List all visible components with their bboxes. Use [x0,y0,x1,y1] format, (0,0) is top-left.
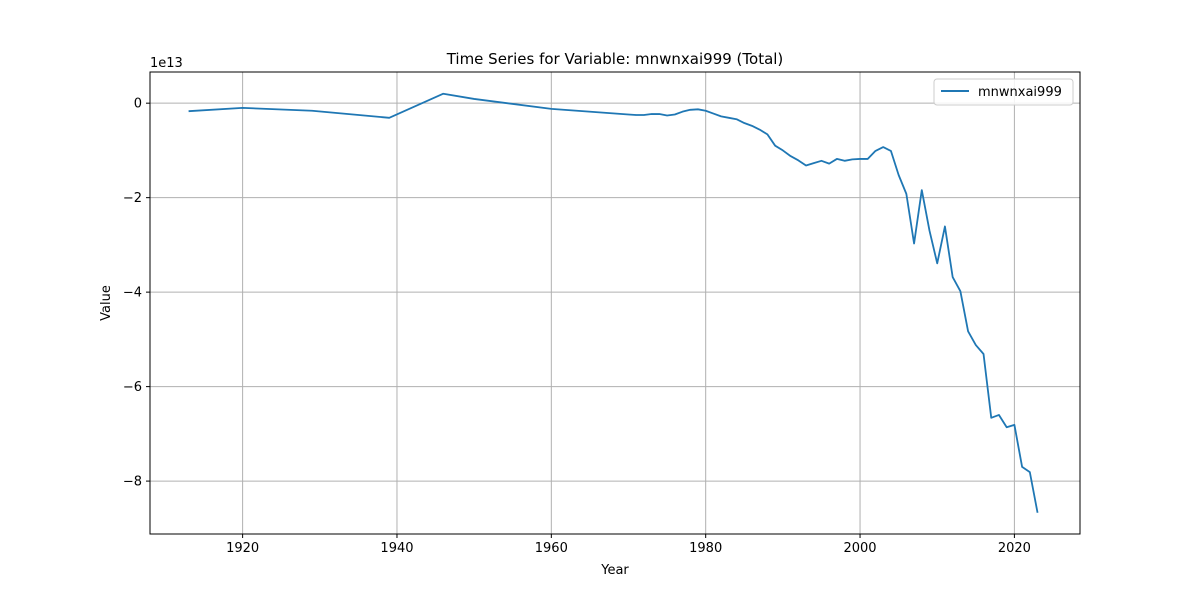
y-tick-label: −8 [123,475,142,490]
legend-box [933,78,1074,106]
y-tick-label: 0 [134,97,142,112]
x-tick-label: 1920 [226,541,259,556]
x-tick-label: 2020 [998,541,1031,556]
y-axis: 0 −2 −4 −6 −8 [123,97,150,490]
x-axis-label: Year [600,563,629,578]
y-offset-text: 1e13 [150,56,183,71]
x-axis: 1920 1940 1960 1980 2000 2020 [226,534,1031,556]
y-tick-label: −2 [123,191,142,206]
plot-frame [149,71,1081,535]
x-tick-label: 1940 [380,541,413,556]
series-line-mnwnxai999 [188,92,1039,513]
legend: mnwnxai999 [933,78,1074,106]
x-tick-label: 1980 [689,541,722,556]
y-axis-label: Value [99,285,114,321]
y-tick-label: −4 [123,286,142,301]
series-layer [188,92,1039,513]
grid-lines [150,72,1080,534]
legend-label: mnwnxai999 [978,85,1062,100]
x-tick-label: 1960 [535,541,568,556]
y-tick-label: −6 [123,380,142,395]
chart-title: Time Series for Variable: mnwnxai999 (To… [446,50,784,68]
x-tick-label: 2000 [843,541,876,556]
